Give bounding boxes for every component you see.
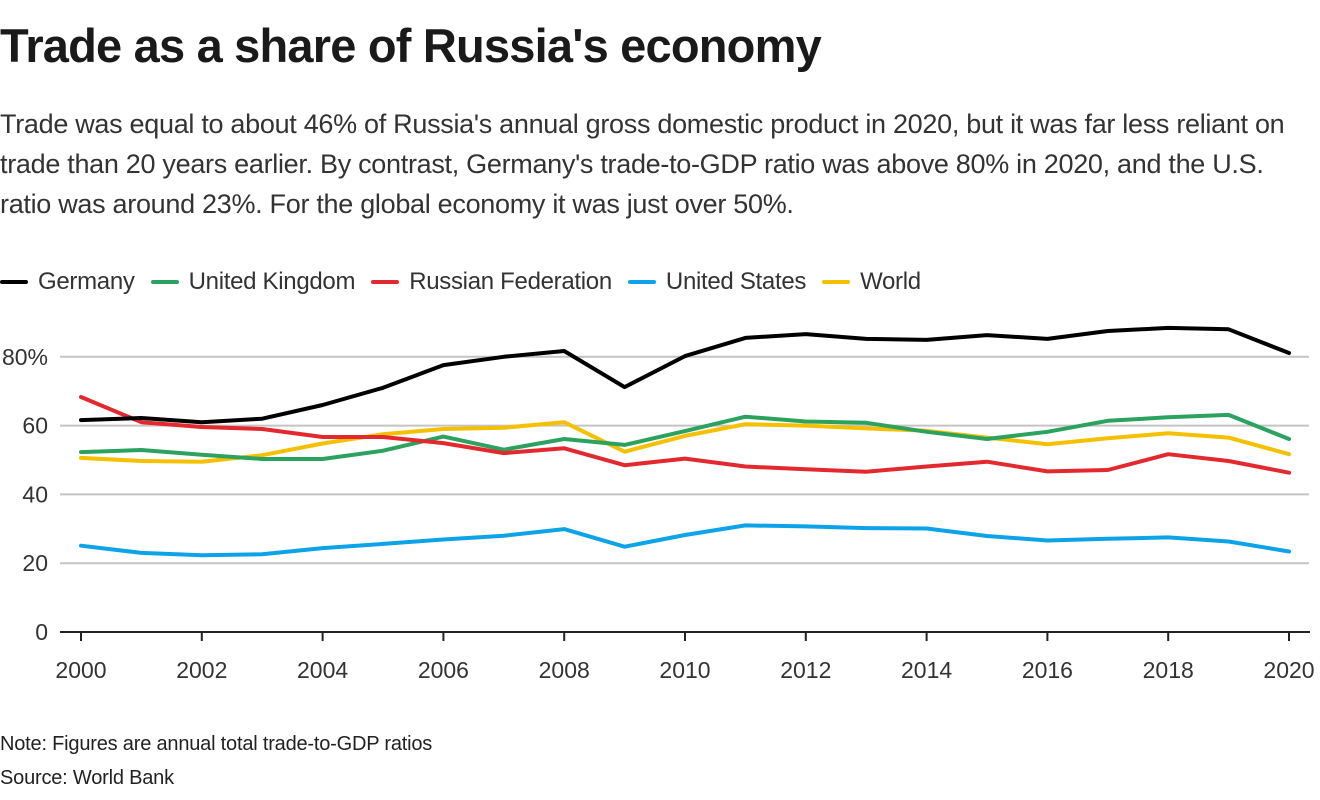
x-tick-label: 2012	[780, 657, 831, 683]
legend-label-russian-federation: Russian Federation	[409, 268, 612, 295]
chart-title: Trade as a share of Russia's economy	[0, 19, 822, 72]
y-tick-label: 80%	[2, 344, 48, 370]
chart-subtitle: Trade was equal to about 46% of Russia's…	[0, 109, 1285, 219]
series-line-germany	[79, 325, 1291, 425]
x-tick-label: 2014	[901, 657, 952, 683]
y-tick-label: 0	[35, 619, 48, 645]
legend: Germany United Kingdom Russian Federatio…	[0, 264, 937, 300]
y-tick-label: 60	[22, 413, 48, 439]
x-tick-label: 2006	[418, 657, 469, 683]
legend-label-united-kingdom: United Kingdom	[188, 268, 356, 295]
legend-item-united-kingdom: United Kingdom	[150, 268, 356, 296]
y-axis-labels: 0 20 40 60 80%	[2, 344, 48, 645]
series-lines	[79, 325, 1291, 558]
footnote: Note: Figures are annual total trade-to-…	[0, 733, 433, 755]
legend-label-world: World	[860, 268, 921, 295]
legend-item-russian-federation: Russian Federation	[371, 268, 612, 296]
y-tick-label: 20	[22, 550, 48, 576]
series-line-united-states	[79, 523, 1291, 558]
legend-label-germany: Germany	[38, 268, 135, 295]
legend-swatch-united-states	[627, 280, 656, 284]
legend-swatch-world	[822, 280, 851, 284]
x-tick-label: 2004	[297, 657, 348, 683]
source-note: Source: World Bank	[0, 767, 174, 789]
x-tick-label: 2016	[1022, 657, 1073, 683]
x-tick-label: 2008	[539, 657, 590, 683]
x-tick-label: 2018	[1143, 657, 1194, 683]
x-tick-label: 2002	[176, 657, 227, 683]
x-tick-label: 2020	[1263, 657, 1314, 683]
legend-swatch-russian-federation	[371, 280, 400, 284]
x-axis: 2000 2002 2004 2006 2008 2010 2012 2014 2016 2018…	[55, 631, 1315, 683]
x-tick-label: 2000	[55, 657, 106, 683]
legend-label-united-states: United States	[665, 268, 807, 295]
legend-item-united-states: United States	[627, 268, 807, 296]
x-tick-label: 2010	[659, 657, 710, 683]
legend-swatch-united-kingdom	[150, 280, 179, 284]
legend-item-world: World	[822, 268, 921, 296]
legend-item-germany: Germany	[0, 268, 135, 296]
legend-swatch-germany	[0, 280, 28, 284]
y-tick-label: 40	[22, 481, 48, 507]
